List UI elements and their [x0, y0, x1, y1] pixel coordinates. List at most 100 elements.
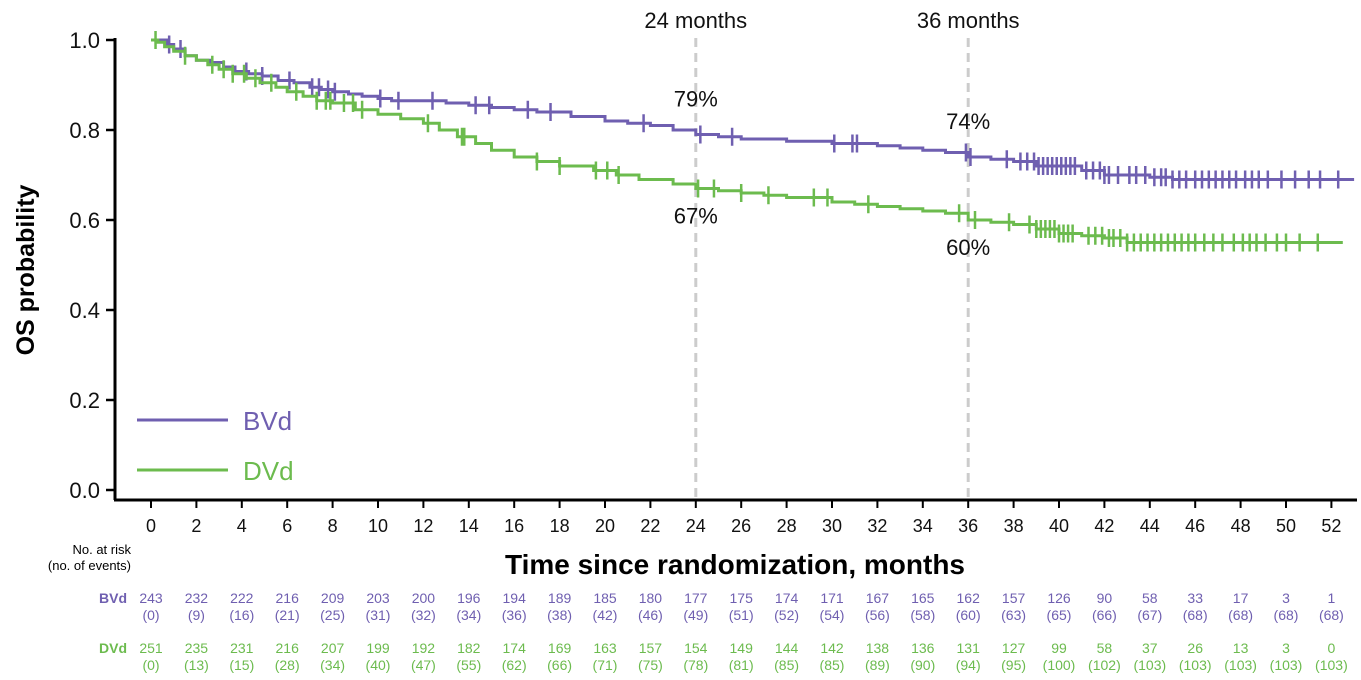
risk-at-risk-dvd: 3: [1282, 640, 1290, 656]
x-axis-label: Time since randomization, months: [505, 549, 965, 580]
risk-events-bvd: (49): [683, 607, 708, 623]
risk-at-risk-bvd: 171: [820, 590, 844, 606]
risk-at-risk-bvd: 175: [730, 590, 754, 606]
x-tick-label: 26: [731, 516, 751, 536]
y-tick-label: 1.0: [69, 28, 100, 53]
risk-events-bvd: (32): [411, 607, 436, 623]
risk-events-bvd: (68): [1319, 607, 1344, 623]
risk-at-risk-bvd: 3: [1282, 590, 1290, 606]
risk-at-risk-bvd: 167: [866, 590, 890, 606]
x-tick-label: 40: [1049, 516, 1069, 536]
y-tick-label: 0.4: [69, 298, 100, 323]
risk-at-risk-bvd: 157: [1002, 590, 1026, 606]
risk-events-dvd: (81): [729, 657, 754, 673]
risk-at-risk-dvd: 58: [1097, 640, 1113, 656]
risk-at-risk-dvd: 136: [911, 640, 935, 656]
x-tick-label: 38: [1004, 516, 1024, 536]
risk-events-bvd: (42): [593, 607, 618, 623]
risk-at-risk-bvd: 177: [684, 590, 708, 606]
y-axis-label: OS probability: [12, 184, 40, 355]
survival-curve-bvd: [151, 38, 1355, 181]
risk-events-dvd: (55): [456, 657, 481, 673]
x-tick-label: 4: [237, 516, 247, 536]
risk-at-risk-bvd: 194: [503, 590, 527, 606]
x-tick-label: 10: [368, 516, 388, 536]
risk-events-bvd: (58): [910, 607, 935, 623]
risk-events-bvd: (54): [820, 607, 845, 623]
risk-events-dvd: (85): [820, 657, 845, 673]
risk-at-risk-bvd: 1: [1328, 590, 1336, 606]
x-tick-label: 30: [822, 516, 842, 536]
risk-at-risk-dvd: 154: [684, 640, 708, 656]
risk-events-dvd: (13): [184, 657, 209, 673]
risk-events-bvd: (34): [456, 607, 481, 623]
risk-at-risk-dvd: 174: [503, 640, 527, 656]
risk-at-risk-bvd: 232: [185, 590, 209, 606]
x-tick-label: 24: [686, 516, 706, 536]
risk-at-risk-dvd: 99: [1051, 640, 1067, 656]
risk-at-risk-bvd: 174: [775, 590, 799, 606]
risk-at-risk-bvd: 90: [1097, 590, 1113, 606]
risk-events-bvd: (60): [956, 607, 981, 623]
y-tick-label: 0.2: [69, 388, 100, 413]
risk-events-dvd: (40): [366, 657, 391, 673]
risk-at-risk-bvd: 185: [593, 590, 617, 606]
risk-at-risk-dvd: 157: [639, 640, 663, 656]
risk-at-risk-dvd: 235: [185, 640, 209, 656]
risk-events-bvd: (63): [1001, 607, 1026, 623]
risk-events-dvd: (103): [1179, 657, 1212, 673]
reference-lines: 24 months 36 months: [644, 8, 1020, 498]
risk-at-risk-dvd: 199: [366, 640, 390, 656]
x-tick-label: 16: [504, 516, 524, 536]
reference-line-label: 36 months: [917, 8, 1020, 33]
risk-events-dvd: (0): [142, 657, 159, 673]
risk-at-risk-dvd: 37: [1142, 640, 1158, 656]
risk-events-bvd: (0): [142, 607, 159, 623]
x-tick-label: 2: [191, 516, 201, 536]
x-tick-label: 42: [1094, 516, 1114, 536]
risk-events-bvd: (9): [188, 607, 205, 623]
risk-at-risk-dvd: 216: [276, 640, 300, 656]
risk-table: No. at risk (no. of events) BVd DVd 243(…: [48, 542, 1348, 673]
x-tick-label: 8: [328, 516, 338, 536]
risk-events-bvd: (16): [229, 607, 254, 623]
risk-at-risk-dvd: 251: [139, 640, 163, 656]
risk-row-label-bvd: BVd: [99, 590, 127, 606]
risk-table-cells: 243(0)232(9)222(16)216(21)209(25)203(31)…: [139, 590, 1347, 673]
risk-events-dvd: (89): [865, 657, 890, 673]
risk-events-dvd: (71): [593, 657, 618, 673]
x-tick-label: 48: [1231, 516, 1251, 536]
y-tick-label: 0.8: [69, 118, 100, 143]
risk-events-bvd: (52): [774, 607, 799, 623]
survival-curve-dvd: [151, 38, 1343, 244]
risk-events-dvd: (102): [1088, 657, 1121, 673]
annotation-dvd-36mo: 60%: [946, 235, 990, 260]
risk-at-risk-dvd: 127: [1002, 640, 1026, 656]
risk-at-risk-bvd: 189: [548, 590, 572, 606]
risk-events-bvd: (68): [1183, 607, 1208, 623]
risk-at-risk-dvd: 26: [1187, 640, 1203, 656]
y-tick-label: 0.6: [69, 208, 100, 233]
legend-label-dvd: DVd: [243, 456, 294, 486]
risk-events-dvd: (103): [1224, 657, 1257, 673]
risk-events-bvd: (21): [275, 607, 300, 623]
risk-events-dvd: (78): [683, 657, 708, 673]
annotation-dvd-24mo: 67%: [674, 204, 718, 229]
risk-events-bvd: (25): [320, 607, 345, 623]
risk-events-bvd: (56): [865, 607, 890, 623]
risk-events-bvd: (31): [366, 607, 391, 623]
risk-events-dvd: (85): [774, 657, 799, 673]
risk-at-risk-dvd: 13: [1233, 640, 1249, 656]
risk-at-risk-bvd: 222: [230, 590, 254, 606]
survival-curves: 79% 74% 67% 60%: [151, 31, 1355, 260]
x-tick-label: 22: [640, 516, 660, 536]
risk-at-risk-bvd: 33: [1187, 590, 1203, 606]
risk-at-risk-bvd: 209: [321, 590, 345, 606]
risk-events-bvd: (46): [638, 607, 663, 623]
risk-at-risk-dvd: 142: [820, 640, 844, 656]
risk-events-dvd: (28): [275, 657, 300, 673]
risk-at-risk-bvd: 180: [639, 590, 663, 606]
risk-at-risk-bvd: 126: [1047, 590, 1071, 606]
risk-events-dvd: (103): [1315, 657, 1348, 673]
axes: 0.00.20.40.60.81.00 2 4 6 8 10 12 14 16 18 20 22 24 2…: [69, 28, 1357, 536]
